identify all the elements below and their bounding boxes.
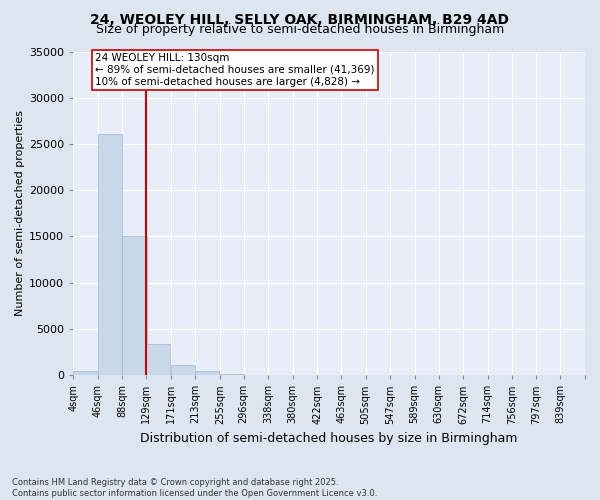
Y-axis label: Number of semi-detached properties: Number of semi-detached properties — [15, 110, 25, 316]
Text: Contains HM Land Registry data © Crown copyright and database right 2025.
Contai: Contains HM Land Registry data © Crown c… — [12, 478, 377, 498]
Bar — [220, 374, 244, 375]
Bar — [98, 134, 122, 375]
Text: 24 WEOLEY HILL: 130sqm
← 89% of semi-detached houses are smaller (41,369)
10% of: 24 WEOLEY HILL: 130sqm ← 89% of semi-det… — [95, 54, 374, 86]
Bar — [73, 372, 98, 375]
Bar — [171, 366, 195, 375]
Text: 24, WEOLEY HILL, SELLY OAK, BIRMINGHAM, B29 4AD: 24, WEOLEY HILL, SELLY OAK, BIRMINGHAM, … — [91, 12, 509, 26]
Bar — [244, 374, 268, 375]
Text: Size of property relative to semi-detached houses in Birmingham: Size of property relative to semi-detach… — [96, 22, 504, 36]
Bar — [195, 371, 220, 375]
X-axis label: Distribution of semi-detached houses by size in Birmingham: Distribution of semi-detached houses by … — [140, 432, 518, 445]
Bar — [146, 344, 170, 375]
Bar — [122, 236, 146, 375]
